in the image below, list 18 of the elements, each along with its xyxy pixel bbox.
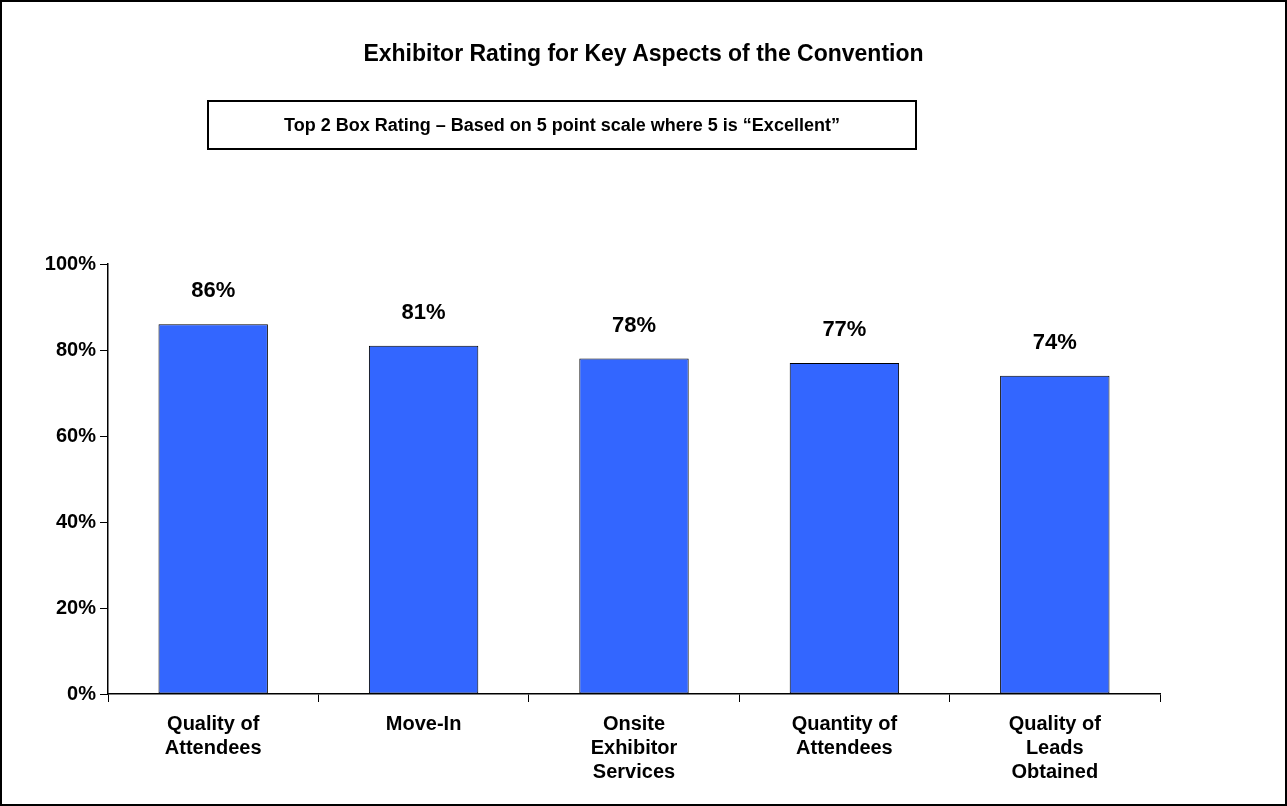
x-tick-label: Quality of Attendees [164,711,262,758]
data-label: 77% [822,315,867,341]
x-tick-label: Quality of Leads Obtained [1008,711,1102,782]
y-tick-label: 80% [55,337,97,360]
y-tick-label: 20% [55,595,97,618]
x-tick-label: Onsite Exhibitor Services [590,711,678,782]
y-tick-label: 40% [55,509,97,532]
y-tick-label: 60% [55,423,97,446]
data-label: 74% [1032,328,1077,354]
x-tick-label: Move-In [385,711,462,734]
data-label: 78% [611,311,657,337]
y-tick-label: 0% [67,681,97,704]
chart-subtitle: Top 2 Box Rating – Based on 5 point scale where 5 is “Excellent” [207,100,917,150]
data-label: 86% [191,277,236,303]
y-tick-label: 100% [44,251,97,274]
x-tick-label: Quantity of Attendees [791,711,898,758]
chart-title: Exhibitor Rating for Key Aspects of the Convention [362,40,925,67]
data-label: 81% [401,298,446,324]
